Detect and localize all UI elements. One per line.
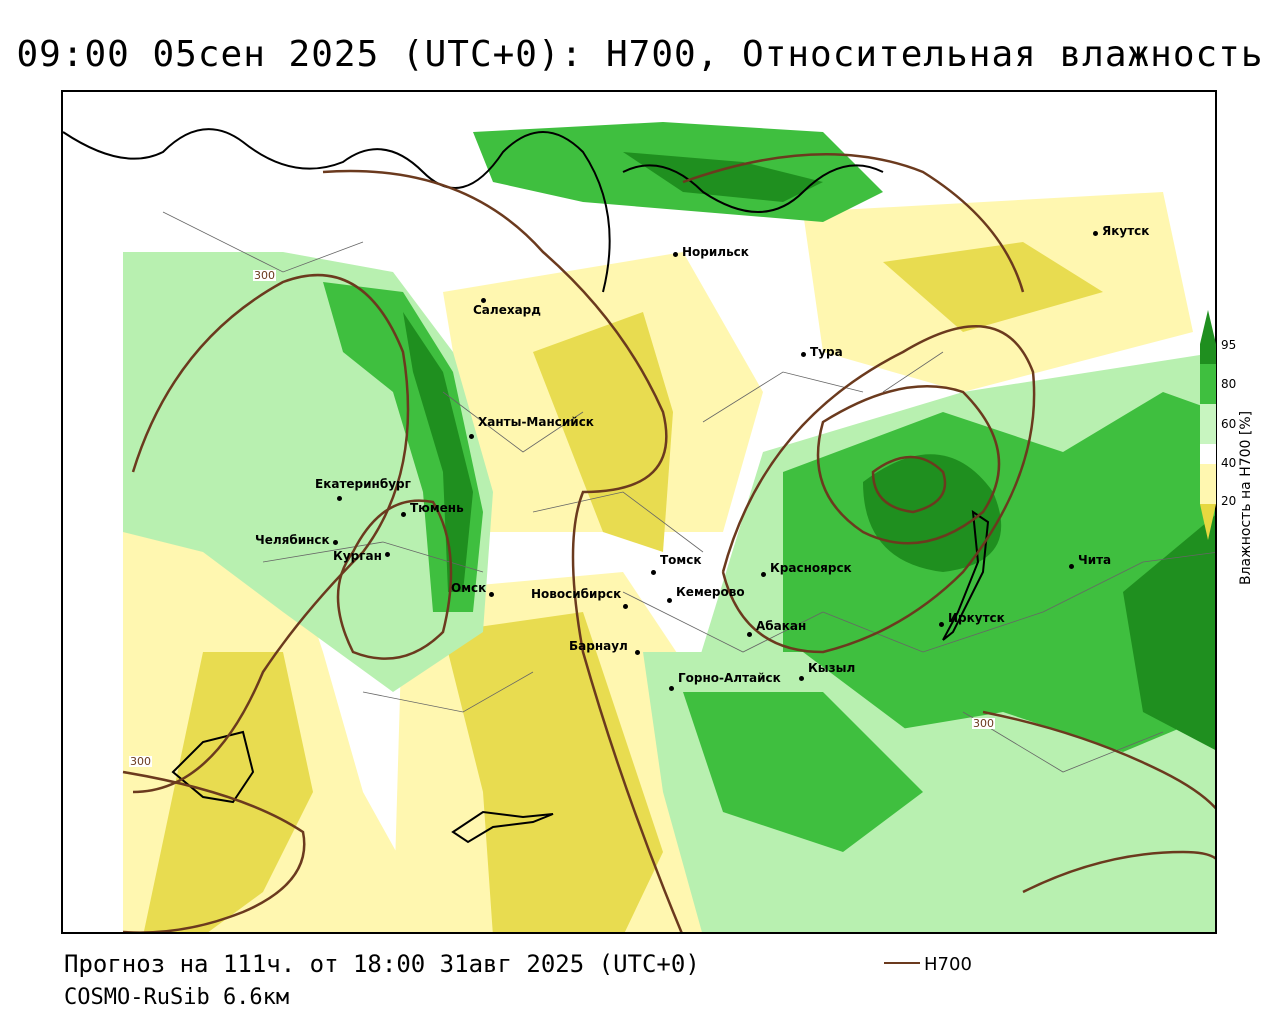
colorbar-swatch xyxy=(1200,444,1216,464)
green-north-core xyxy=(623,152,823,202)
h700-contour-3 xyxy=(336,499,453,660)
yellow-band-central xyxy=(533,312,673,552)
h700-contour-8 xyxy=(982,710,1215,810)
colorbar-swatch xyxy=(1200,344,1216,364)
colorbar-swatch xyxy=(1200,464,1216,504)
city-dot-icon xyxy=(1069,564,1074,569)
city-dot-icon xyxy=(673,252,678,257)
green-west-band xyxy=(323,282,483,612)
contour-label: 300 xyxy=(253,269,276,282)
contour-label: 300 xyxy=(129,755,152,768)
h700-contour-4 xyxy=(721,325,1036,654)
caspian-coast xyxy=(171,730,255,804)
colorbar-bottom-arrow xyxy=(1200,504,1216,540)
city-dot-icon xyxy=(469,434,474,439)
h700-contour-5 xyxy=(816,385,1001,545)
admin-borders xyxy=(162,211,1215,773)
h700-contour-1 xyxy=(131,273,410,794)
h700-contour-9 xyxy=(122,770,306,932)
colorbar-tick: 20 xyxy=(1221,494,1237,508)
green-far-east xyxy=(1123,515,1215,750)
h700-legend-line-icon xyxy=(884,962,920,964)
city-dot-icon xyxy=(337,496,342,501)
city-dot-icon xyxy=(669,686,674,691)
city-dot-icon xyxy=(401,512,406,517)
h700-legend-label: H700 xyxy=(924,954,972,975)
coastline-north xyxy=(63,128,884,293)
city-dot-icon xyxy=(635,650,640,655)
lake-baikal xyxy=(942,509,990,641)
green-west-core xyxy=(403,312,473,592)
city-dot-icon xyxy=(623,604,628,609)
model-name: COSMO-RuSib 6.6км xyxy=(64,985,290,1010)
city-dot-icon xyxy=(651,570,656,575)
colorbar-title: Влажность на H700 [%] xyxy=(1238,410,1254,585)
colorbar-swatch xyxy=(1200,404,1216,444)
colorbar-top-arrow xyxy=(1200,310,1216,344)
colorbar-tick: 95 xyxy=(1221,338,1237,352)
green-southeast xyxy=(683,692,923,852)
city-dot-icon xyxy=(333,540,338,545)
city-dot-icon xyxy=(747,632,752,637)
yellow-band-north xyxy=(883,242,1103,332)
h700-contour-2 xyxy=(322,169,683,932)
colorbar-swatch xyxy=(1200,364,1216,404)
city-dot-icon xyxy=(385,552,390,557)
map-panel: 300 300 300 Якутск Норильск Салехард Тур… xyxy=(61,90,1217,934)
colorbar-tick: 40 xyxy=(1221,456,1237,470)
colorbar-tick: 60 xyxy=(1221,417,1237,431)
forecast-info: Прогноз на 111ч. от 18:00 31авг 2025 (UT… xyxy=(64,950,700,978)
city-dot-icon xyxy=(799,676,804,681)
city-dot-icon xyxy=(1093,231,1098,236)
city-dot-icon xyxy=(801,352,806,357)
chart-title: 09:00 05сен 2025 (UTC+0): H700, Относите… xyxy=(16,34,1264,75)
colorbar-tick: 80 xyxy=(1221,377,1237,391)
colorbar xyxy=(1200,310,1216,540)
h700-contour-10 xyxy=(1022,850,1215,894)
h700-contour-7 xyxy=(682,152,1025,293)
city-dot-icon xyxy=(667,598,672,603)
lake-balkhash xyxy=(451,810,554,844)
yellow-band-west xyxy=(143,652,313,932)
city-dot-icon xyxy=(481,298,486,303)
city-dot-icon xyxy=(761,572,766,577)
humidity-map xyxy=(63,92,1215,932)
city-dot-icon xyxy=(489,592,494,597)
contour-label: 300 xyxy=(972,717,995,730)
city-dot-icon xyxy=(939,622,944,627)
h700-contour-6 xyxy=(871,455,947,514)
